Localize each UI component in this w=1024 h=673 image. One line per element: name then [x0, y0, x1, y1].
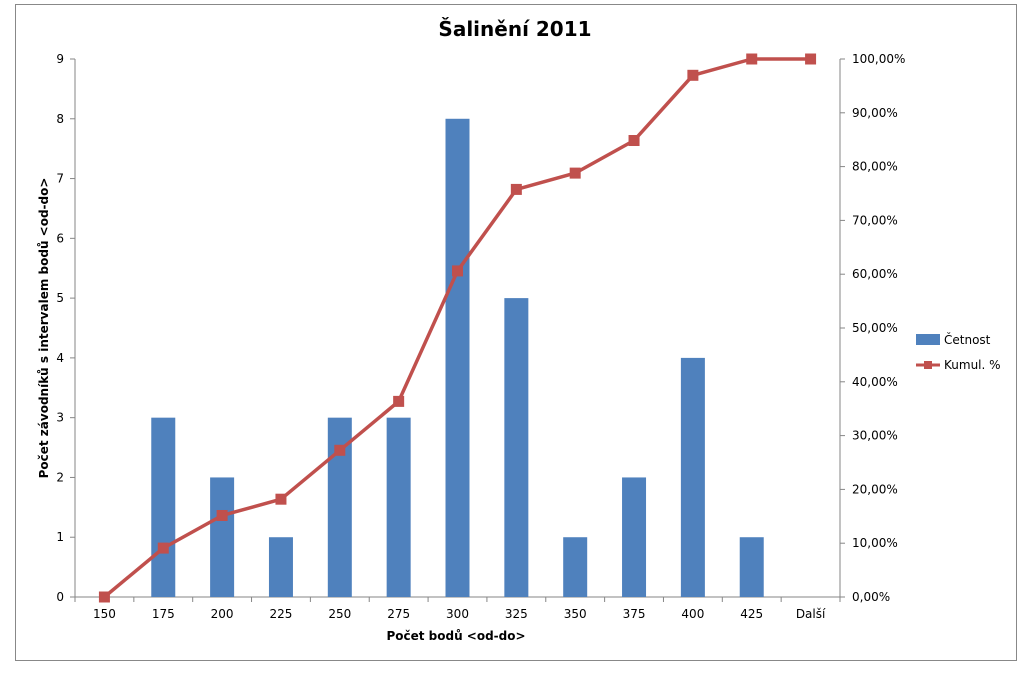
y-tick-label: 3 [56, 411, 64, 425]
line-marker [334, 444, 346, 456]
y2-tick-label: 70,00% [852, 213, 898, 227]
x-tick-label: 375 [623, 607, 646, 621]
y2-tick-label: 20,00% [852, 482, 898, 496]
chart-title: Šalinění 2011 [438, 17, 591, 41]
bar [622, 477, 647, 597]
line-marker [216, 509, 228, 521]
y-tick-label: 8 [56, 112, 64, 126]
y-tick-label: 1 [56, 530, 64, 544]
line-series [98, 53, 817, 603]
y-tick-label: 4 [56, 351, 64, 365]
x-tick-label: 225 [270, 607, 293, 621]
y-tick-label: 6 [56, 231, 64, 245]
line-marker [687, 69, 699, 81]
line-marker [452, 265, 463, 277]
line-marker [98, 591, 110, 603]
y2-tick-label: 50,00% [852, 321, 898, 335]
bar [739, 537, 764, 597]
x-tick-label: 300 [446, 607, 469, 621]
y2-tick-label: 0,00% [852, 590, 890, 604]
bar [268, 537, 293, 597]
line-marker [805, 53, 817, 65]
x-tick-label: 200 [211, 607, 234, 621]
x-tick-labels: 150 175 200 225 250 275 300 325 350 375 400 425 Dalš… [93, 607, 826, 621]
legend-label-cetnost: Četnost [944, 332, 991, 347]
line-marker [628, 135, 640, 147]
y2-tick-label: 80,00% [852, 160, 898, 174]
line-marker [569, 167, 581, 179]
y2-tick-label: 40,00% [852, 375, 898, 389]
line-marker [157, 542, 169, 554]
y-tick-labels: 0 1 2 3 4 5 6 7 8 9 [56, 52, 64, 604]
y2-tick-label: 30,00% [852, 429, 898, 443]
legend: Četnost Kumul. % [916, 332, 1001, 372]
line-marker [275, 493, 287, 505]
bar [504, 298, 529, 597]
line-marker [746, 53, 758, 65]
y2-tick-labels: 0,00% 10,00% 20,00% 30,00% 40,00% 50,00% 60,00… [852, 52, 905, 604]
line-marker [393, 395, 405, 407]
x-tick-label: 250 [328, 607, 351, 621]
y-tick-label: 0 [56, 590, 64, 604]
x-tick-label: 275 [387, 607, 410, 621]
y2-tick-label: 100,00% [852, 52, 905, 66]
x-tick-label: 350 [564, 607, 587, 621]
x-tick-label: 400 [681, 607, 704, 621]
x-tick-label: 325 [505, 607, 528, 621]
y-tick-label: 7 [56, 172, 64, 186]
bar [386, 417, 411, 597]
x-axis-label: Počet bodů <od-do> [386, 629, 525, 643]
y-axis-label: Počet závodníků s intervalem bodů <od-do… [37, 178, 51, 479]
legend-label-kumul: Kumul. % [944, 358, 1001, 372]
y2-tick-label: 10,00% [852, 536, 898, 550]
bar [445, 118, 470, 598]
x-tick-label: 175 [152, 607, 175, 621]
bar [563, 537, 588, 597]
legend-marker-kumul [924, 361, 932, 369]
bar-series [151, 118, 764, 598]
x-tick-label: 425 [740, 607, 763, 621]
y2-tick-label: 90,00% [852, 106, 898, 120]
legend-swatch-cetnost [916, 334, 940, 345]
line-marker [510, 183, 522, 195]
y-tick-label: 9 [56, 52, 64, 66]
bar [680, 357, 705, 597]
y2-tick-label: 60,00% [852, 267, 898, 281]
bar [151, 417, 176, 597]
y-tick-label: 5 [56, 291, 64, 305]
bar [210, 477, 235, 597]
x-tick-label: 150 [93, 607, 116, 621]
y-tick-label: 2 [56, 470, 64, 484]
x-tick-label: Další [796, 607, 826, 621]
